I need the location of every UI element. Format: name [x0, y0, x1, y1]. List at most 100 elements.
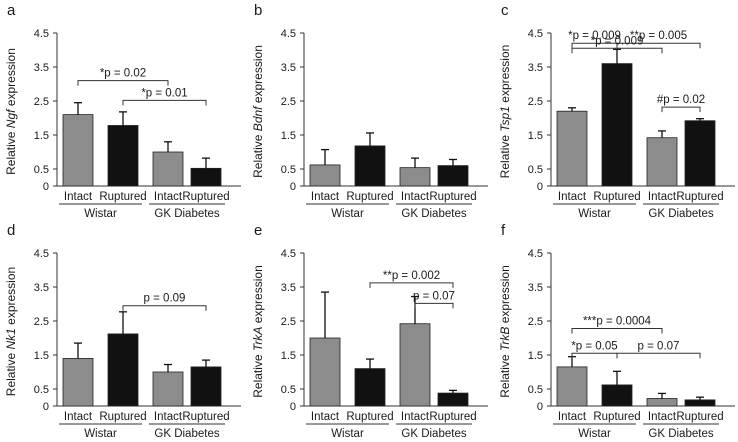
x-tick-label: Intact	[64, 411, 93, 423]
y-axis-label: Relative TrkB expression	[498, 265, 512, 398]
y-tick-label: 0	[290, 401, 296, 413]
x-tick-label: Intact	[64, 191, 93, 203]
bar-ruptured	[437, 165, 469, 187]
significance-bracket	[122, 99, 207, 106]
x-tick-label: Ruptured	[182, 191, 229, 203]
y-tick-label: 4.5	[34, 28, 49, 40]
bar-ruptured	[684, 120, 716, 187]
x-tick-label: Ruptured	[429, 191, 476, 203]
x-tick-label: Ruptured	[182, 411, 229, 423]
x-tick-label: Ruptured	[676, 411, 723, 423]
x-tick-label: Intact	[311, 191, 340, 203]
bar-intact	[646, 137, 678, 187]
y-tick-label: 0.5	[281, 384, 296, 396]
chart-panel-c: c Relative Tsp1 expression 0 0.5 1.5 2.5 3.5 4.…	[498, 2, 735, 220]
x-tick-label: Ruptured	[429, 411, 476, 423]
bar-ruptured	[354, 145, 386, 187]
panel-letter: e	[254, 222, 262, 239]
p-value-label: *p = 0.009	[591, 35, 644, 47]
group-label: GK Diabetes	[401, 208, 466, 220]
x-tick-label: Intact	[558, 191, 587, 203]
bar-ruptured	[190, 366, 222, 407]
p-value-label: ***p = 0.0004	[583, 315, 652, 327]
bar-intact	[309, 337, 341, 407]
x-tick-label: Intact	[648, 411, 677, 423]
x-tick-label: Intact	[154, 411, 183, 423]
bar-intact	[399, 323, 431, 407]
p-value-label: **p = 0.002	[383, 270, 440, 282]
p-value-label: p = 0.07	[413, 290, 455, 302]
bar-ruptured	[190, 167, 222, 187]
y-tick-label: 0.5	[528, 164, 543, 176]
y-tick-label: 1.5	[34, 350, 49, 362]
significance-bracket	[122, 305, 207, 311]
bar-intact	[399, 167, 431, 187]
bar-ruptured	[684, 399, 716, 407]
bar-intact	[556, 366, 588, 407]
bar-ruptured	[107, 125, 139, 187]
panel-letter: c	[501, 2, 509, 19]
significance-bracket	[571, 352, 618, 359]
y-axis-label: Relative Tsp1 expression	[498, 45, 512, 179]
group-label: GK Diabetes	[648, 428, 713, 440]
significance-bracket	[616, 42, 701, 49]
significance-bracket	[77, 80, 169, 86]
p-value-label: *p = 0.01	[141, 87, 187, 99]
y-tick-label: 1.5	[281, 350, 296, 362]
chart-panel-d: d Relative Nk1 expression 0 0.5 1.5 2.5 3.5 4.5…	[4, 222, 241, 440]
group-label: Wistar	[578, 208, 611, 220]
group-label: Wistar	[331, 208, 364, 220]
y-tick-label: 2.5	[528, 316, 543, 328]
significance-bracket	[571, 47, 663, 54]
y-tick-label: 4.5	[528, 248, 543, 260]
bar-intact	[309, 164, 341, 187]
x-tick-label: Intact	[648, 191, 677, 203]
x-tick-label: Intact	[401, 191, 430, 203]
y-axis-label: Relative Nk1 expression	[4, 267, 18, 396]
y-axis-label: Relative Ngf expression	[4, 48, 18, 175]
y-tick-label: 1.5	[528, 350, 543, 362]
significance-bracket	[616, 352, 701, 359]
p-value-label: p = 0.07	[638, 340, 680, 352]
group-label: GK Diabetes	[154, 208, 219, 220]
y-tick-label: 4.5	[281, 248, 296, 260]
bar-ruptured	[437, 392, 469, 407]
chart-panel-a: a Relative Ngf expression 0 0.5 1.5 2.5 3.5 4.5…	[4, 2, 241, 220]
x-tick-label: Ruptured	[593, 191, 640, 203]
group-label: GK Diabetes	[401, 428, 466, 440]
group-label: GK Diabetes	[648, 208, 713, 220]
bar-intact	[646, 398, 678, 407]
y-tick-label: 0	[290, 181, 296, 193]
y-axis-label: Relative Bdnf expression	[251, 45, 265, 178]
x-tick-label: Intact	[311, 411, 340, 423]
x-tick-label: Ruptured	[346, 411, 393, 423]
group-label: Wistar	[84, 428, 117, 440]
x-tick-label: Intact	[401, 411, 430, 423]
y-tick-label: 0	[537, 401, 543, 413]
group-label: Wistar	[578, 428, 611, 440]
y-tick-label: 4.5	[281, 28, 296, 40]
y-tick-label: 0.5	[528, 384, 543, 396]
y-tick-label: 1.5	[34, 130, 49, 142]
y-tick-label: 3.5	[34, 62, 49, 74]
y-tick-label: 1.5	[528, 130, 543, 142]
y-tick-label: 2.5	[34, 96, 49, 108]
x-tick-label: Intact	[558, 411, 587, 423]
y-tick-label: 0	[537, 181, 543, 193]
y-tick-label: 2.5	[528, 96, 543, 108]
p-value-label: *p = 0.05	[571, 340, 617, 352]
y-tick-label: 1.5	[281, 130, 296, 142]
y-tick-label: 3.5	[528, 62, 543, 74]
bar-intact	[62, 357, 94, 407]
panel-letter: b	[254, 2, 262, 19]
x-tick-label: Intact	[154, 191, 183, 203]
panel-letter: a	[7, 2, 16, 19]
y-tick-label: 0.5	[34, 384, 49, 396]
bar-intact	[556, 110, 588, 187]
y-tick-label: 2.5	[281, 96, 296, 108]
x-tick-label: Ruptured	[676, 191, 723, 203]
y-tick-label: 0	[43, 401, 49, 413]
y-tick-label: 2.5	[281, 316, 296, 328]
bar-ruptured	[107, 333, 139, 407]
p-value-label: *p = 0.009	[568, 30, 621, 42]
